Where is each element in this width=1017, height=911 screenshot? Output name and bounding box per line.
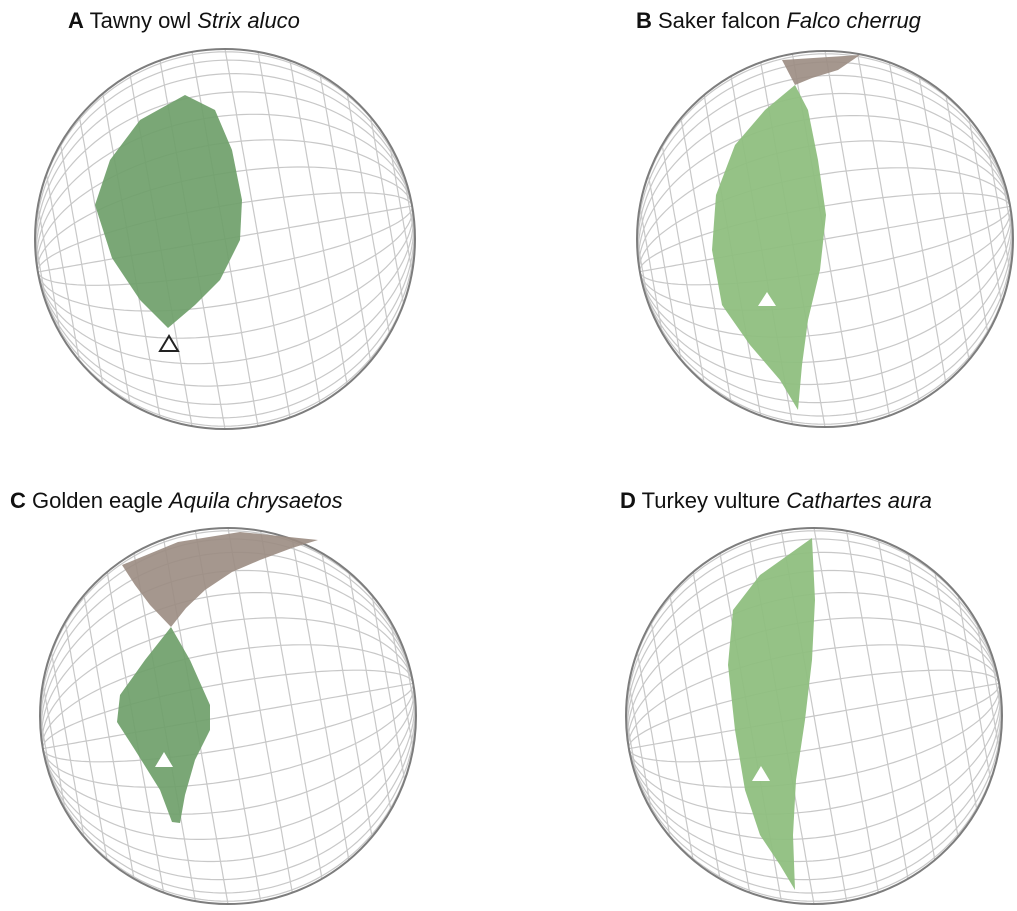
globe-outline: [625, 527, 1003, 905]
grid-line: [628, 683, 1000, 763]
grid-line: [370, 116, 405, 304]
globe-grid: [34, 48, 416, 430]
grid-line: [390, 621, 414, 749]
scientific-name: Cathartes aura: [786, 488, 932, 513]
grid-line: [780, 530, 848, 902]
grid-line: [289, 60, 348, 385]
grid-line: [976, 621, 1000, 749]
grid-line: [628, 683, 652, 811]
grid-line: [968, 118, 1003, 304]
grid-line: [83, 595, 135, 879]
grid-line: [50, 651, 85, 837]
grid-line: [857, 53, 920, 402]
grid-line: [42, 683, 66, 811]
grid-line: [661, 145, 705, 384]
grid-line: [37, 206, 61, 335]
panel-title: A Tawny owl Strix aluco: [68, 8, 300, 34]
grid-line: [918, 76, 970, 360]
grid-line: [957, 595, 992, 781]
panel-title: B Saker falcon Falco cherrug: [636, 8, 921, 34]
common-name: Tawny owl: [83, 8, 198, 33]
grid-line: [319, 74, 372, 362]
grid-line: [389, 143, 413, 272]
grid-line: [628, 683, 1001, 788]
blind-region: [782, 55, 860, 85]
common-name: Turkey vulture: [635, 488, 787, 513]
grid-line: [628, 669, 1000, 749]
bill-direction-triangle-marker: [158, 334, 180, 352]
grid-line: [846, 530, 909, 879]
grid-line: [627, 644, 1000, 749]
grid-line: [669, 595, 721, 879]
grid-line: [934, 571, 978, 810]
grid-line: [636, 651, 671, 837]
panel-letter: C: [10, 488, 26, 513]
grid-line: [291, 539, 350, 860]
grid-line: [813, 528, 879, 893]
grid-line: [639, 206, 663, 334]
grid-line: [59, 144, 104, 385]
grid-line: [346, 93, 391, 334]
visual-field-region: [712, 85, 826, 410]
scientific-name: Strix aluco: [197, 8, 300, 33]
visual-field-region: [117, 627, 210, 823]
bill-direction-triangle-marker: [758, 292, 776, 306]
grid-line: [628, 683, 1002, 863]
grid-line: [650, 622, 694, 861]
panel-title: D Turkey vulture Cathartes aura: [620, 488, 932, 514]
grid-line: [692, 572, 751, 893]
panel-letter: D: [620, 488, 636, 513]
common-name: Saker falcon: [651, 8, 787, 33]
bill-direction-triangle-marker: [155, 752, 173, 767]
grid-line: [257, 51, 321, 404]
scientific-name: Aquila chrysaetos: [169, 488, 343, 513]
bill-direction-triangle-marker: [752, 766, 770, 781]
grid-line: [824, 51, 890, 416]
panel-letter: A: [68, 8, 84, 33]
grid-line: [680, 118, 732, 402]
grid-line: [224, 49, 291, 418]
grid-line: [945, 94, 989, 333]
grid-line: [987, 144, 1011, 272]
grid-line: [78, 116, 131, 404]
visual-field-region: [728, 538, 815, 890]
globe-outline: [636, 50, 1014, 428]
globe-outline: [34, 48, 416, 430]
panel-title: C Golden eagle Aquila chrysaetos: [10, 488, 343, 514]
grid-line: [907, 553, 959, 837]
grid-line: [888, 62, 947, 383]
grid-line: [321, 553, 373, 837]
common-name: Golden eagle: [25, 488, 169, 513]
blind-region: [122, 532, 318, 627]
grid-line: [45, 174, 80, 362]
grid-line: [348, 571, 392, 810]
grid-line: [647, 174, 682, 360]
grid-line: [877, 539, 936, 860]
grid-line: [371, 595, 406, 781]
grid-line: [64, 622, 108, 861]
scientific-name: Falco cherrug: [786, 8, 921, 33]
globe-grid: [625, 527, 1003, 905]
panel-letter: B: [636, 8, 652, 33]
visual-field-region: [95, 95, 242, 328]
globe-grid: [39, 527, 417, 905]
globe-outline: [39, 527, 417, 905]
